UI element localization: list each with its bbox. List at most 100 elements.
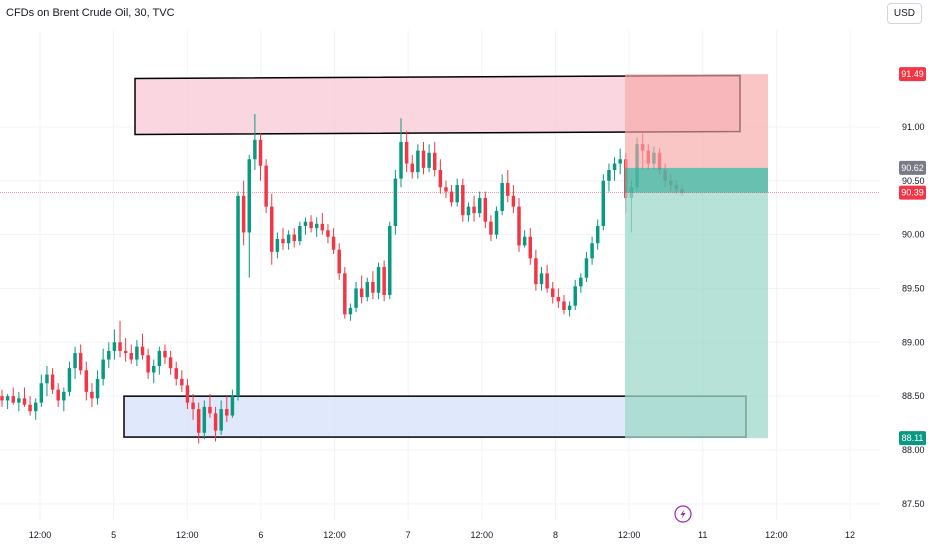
candle-body <box>151 366 156 373</box>
candle-body <box>427 152 431 168</box>
price-labels: 91.49 90.62 90.39 88.11 <box>899 67 926 446</box>
candle-body <box>584 258 589 278</box>
candle-body <box>562 301 566 310</box>
candle-body <box>382 266 386 295</box>
y-tick-label: 91.00 <box>902 122 925 132</box>
candle-body <box>123 350 128 354</box>
candle-body <box>438 170 443 188</box>
candle-body <box>590 243 594 259</box>
candle-body <box>196 409 201 433</box>
candle-body <box>421 150 426 168</box>
x-tick-label: 5 <box>111 530 116 540</box>
candle-body <box>281 238 285 244</box>
candle-body <box>337 249 341 274</box>
target-top-tag <box>899 67 926 82</box>
candle-body <box>539 273 544 285</box>
y-tick-label: 89.00 <box>902 337 925 347</box>
x-tick-label: 12:00 <box>618 530 641 540</box>
candle-body <box>33 402 38 412</box>
candle-body <box>253 139 257 160</box>
candle-body <box>567 305 572 310</box>
target-bottom-value: 88.11 <box>902 433 924 443</box>
candle-body <box>286 234 291 244</box>
candle-body <box>477 198 482 214</box>
candle-body <box>618 159 622 164</box>
y-tick-label: 87.50 <box>902 499 925 509</box>
x-tick-label: 12:00 <box>471 530 494 540</box>
candle-body <box>472 206 476 214</box>
candle-body <box>449 191 454 203</box>
candle-body <box>455 185 459 203</box>
candle-body <box>432 152 437 170</box>
candle-body <box>612 163 617 170</box>
x-tick-label: 12:00 <box>176 530 199 540</box>
candle-body <box>241 195 246 233</box>
candle-body <box>607 170 611 181</box>
candle-body <box>359 288 364 298</box>
x-tick-label: 7 <box>406 530 411 540</box>
candle-body <box>298 226 302 242</box>
candle-body <box>365 282 370 298</box>
candle-body <box>556 297 561 302</box>
candle-body <box>494 210 499 235</box>
current-price-value: 90.39 <box>901 188 924 198</box>
open-pnl-area <box>625 167 768 193</box>
y-tick-label: 89.50 <box>902 283 925 293</box>
candle-body <box>90 391 94 399</box>
candle-body <box>180 378 184 386</box>
candle-body <box>258 139 263 166</box>
candle-body <box>84 370 89 392</box>
candle-body <box>528 236 533 259</box>
candle-body <box>112 342 117 351</box>
candle-body <box>483 198 488 222</box>
candle-body <box>39 383 44 403</box>
candle-body <box>522 236 527 246</box>
candle-body <box>191 402 195 410</box>
candle-body <box>50 374 55 390</box>
candle-body <box>11 396 15 403</box>
candle-body <box>393 178 398 226</box>
candle-body <box>101 359 105 379</box>
y-tick-label: 90.50 <box>902 176 925 186</box>
candle-body <box>230 396 235 416</box>
candle-body <box>45 374 49 384</box>
candle-body <box>354 288 358 308</box>
last-close-value: 90.62 <box>901 163 924 173</box>
candle-body <box>388 226 392 295</box>
candle-body <box>320 223 325 231</box>
current-price-tag <box>899 185 926 200</box>
target-top-value: 91.49 <box>901 69 924 79</box>
candle-body <box>185 385 190 403</box>
candle-body <box>326 230 330 237</box>
candle-body <box>146 355 150 373</box>
y-tick-label: 88.00 <box>902 445 925 455</box>
candle-body <box>573 286 577 306</box>
candle-body <box>264 165 268 207</box>
candle-body <box>399 142 403 179</box>
candle-body <box>348 307 353 315</box>
candle-body <box>551 288 555 298</box>
candle-body <box>95 378 100 399</box>
lightning-bolt-glyph <box>680 509 686 519</box>
candle-body <box>225 409 229 416</box>
x-tick-label: 11 <box>698 530 707 540</box>
candle-body <box>247 159 252 233</box>
candle-body <box>236 195 240 397</box>
target-bottom-tag <box>899 431 926 446</box>
price-axis: 91.00 90.50 90.00 89.50 89.00 88.50 88.00 87.50 <box>902 122 925 509</box>
candle-body <box>0 396 4 401</box>
candle-body <box>545 273 549 289</box>
candle-body <box>343 273 347 315</box>
candle-body <box>140 346 145 356</box>
y-tick-label: 88.50 <box>902 391 925 401</box>
candle-body <box>5 396 10 401</box>
candle-body <box>500 182 504 211</box>
stop-loss-area <box>625 74 768 168</box>
candle-body <box>410 163 414 173</box>
currency-button[interactable]: USD <box>886 3 922 24</box>
candle-body <box>517 206 521 246</box>
candle-body <box>579 277 583 287</box>
candle-body <box>129 353 133 360</box>
candle-body <box>303 221 308 226</box>
